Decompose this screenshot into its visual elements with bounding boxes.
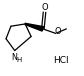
Text: O: O <box>41 3 48 12</box>
Text: HCl: HCl <box>53 56 68 65</box>
Text: N: N <box>11 53 17 62</box>
Polygon shape <box>25 23 44 31</box>
Text: O: O <box>55 27 61 36</box>
Text: H: H <box>17 57 22 62</box>
